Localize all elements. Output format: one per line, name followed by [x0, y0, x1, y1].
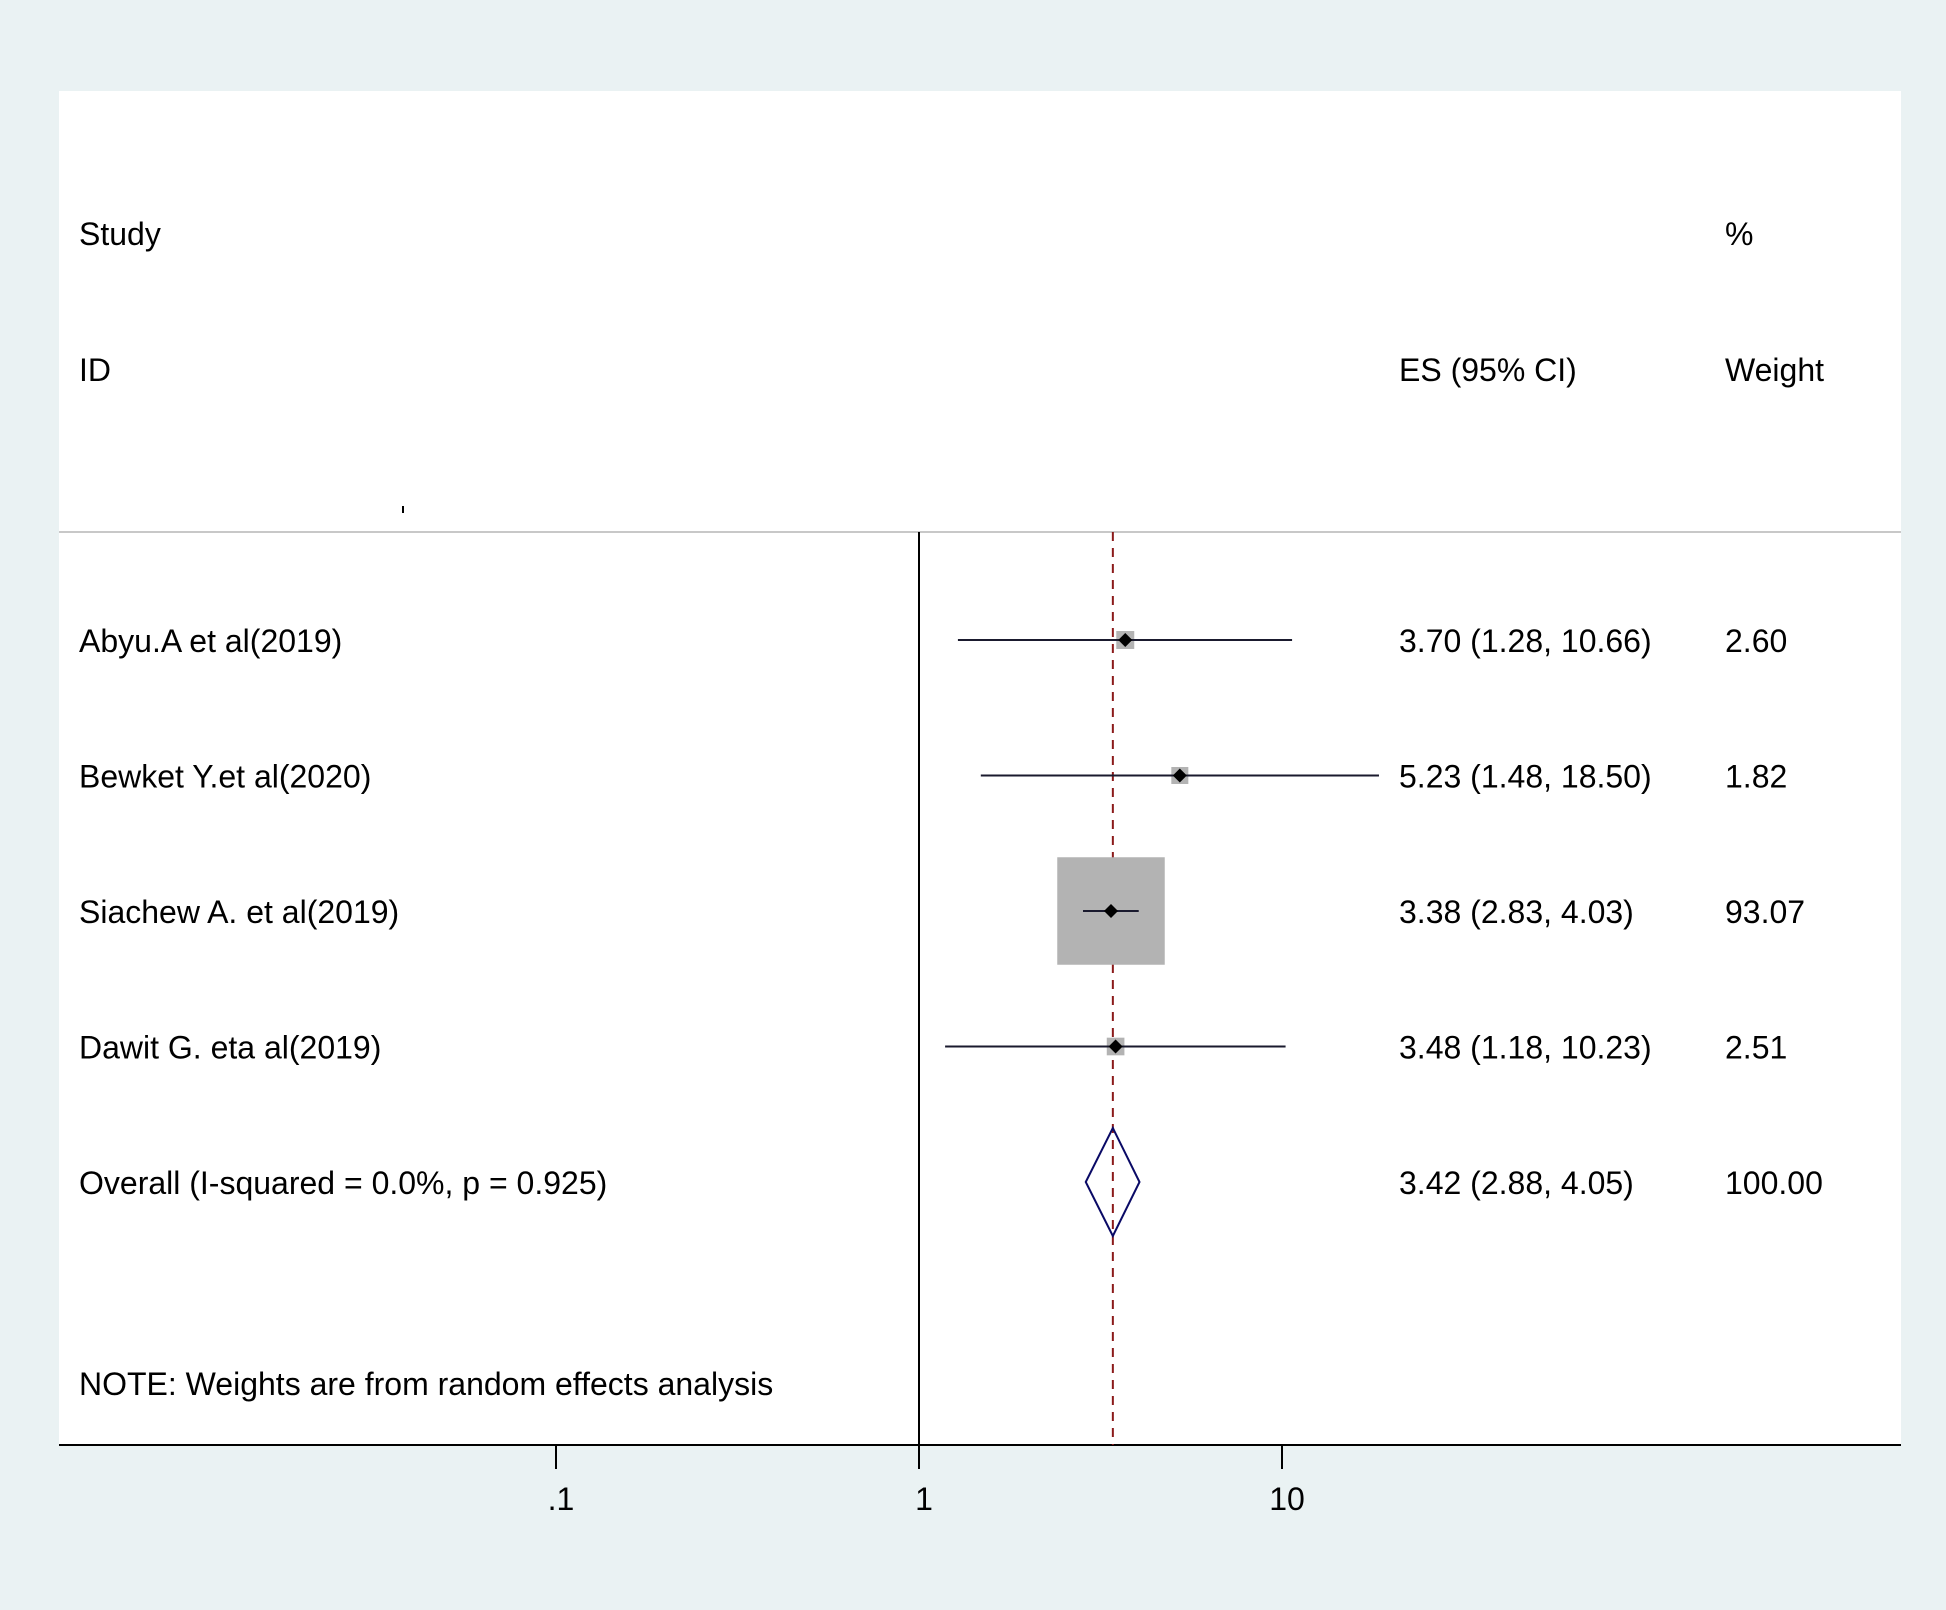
study-label: Abyu.A et al(2019) — [79, 623, 342, 659]
plot-panel — [59, 91, 1901, 1444]
study-weight: 1.82 — [1725, 759, 1787, 795]
header-weight: Weight — [1725, 352, 1824, 388]
overall-diamond — [1084, 1125, 1141, 1239]
footnote: NOTE: Weights are from random effects an… — [79, 1366, 773, 1402]
overall-es-ci: 3.42 (2.88, 4.05) — [1399, 1165, 1634, 1201]
x-tick-label-0: .1 — [548, 1481, 575, 1517]
header-weight-pct: % — [1725, 216, 1753, 252]
study-label: Bewket Y.et al(2020) — [79, 759, 371, 795]
point-estimate — [1103, 904, 1118, 918]
point-estimate — [1118, 633, 1133, 647]
header-es: ES (95% CI) — [1399, 352, 1577, 388]
study-es-ci: 3.38 (2.83, 4.03) — [1399, 894, 1634, 930]
study-es-ci: 3.70 (1.28, 10.66) — [1399, 623, 1652, 659]
study-weight: 2.51 — [1725, 1030, 1787, 1066]
study-es-ci: 5.23 (1.48, 18.50) — [1399, 759, 1652, 795]
overall-label: Overall (I-squared = 0.0%, p = 0.925) — [79, 1165, 607, 1201]
study-weight: 2.60 — [1725, 623, 1787, 659]
header-id: ID — [79, 352, 111, 388]
point-estimate — [1172, 768, 1187, 783]
study-es-ci: 3.48 (1.18, 10.23) — [1399, 1030, 1652, 1066]
study-weight: 93.07 — [1725, 894, 1805, 930]
x-tick-label-2: 10 — [1269, 1481, 1305, 1517]
point-estimate — [1108, 1039, 1123, 1054]
study-label: Siachew A. et al(2019) — [79, 894, 399, 930]
header-study: Study — [79, 216, 161, 252]
x-tick-label-1: 1 — [915, 1481, 933, 1517]
overall-weight: 100.00 — [1725, 1165, 1823, 1201]
study-label: Dawit G. eta al(2019) — [79, 1030, 381, 1066]
